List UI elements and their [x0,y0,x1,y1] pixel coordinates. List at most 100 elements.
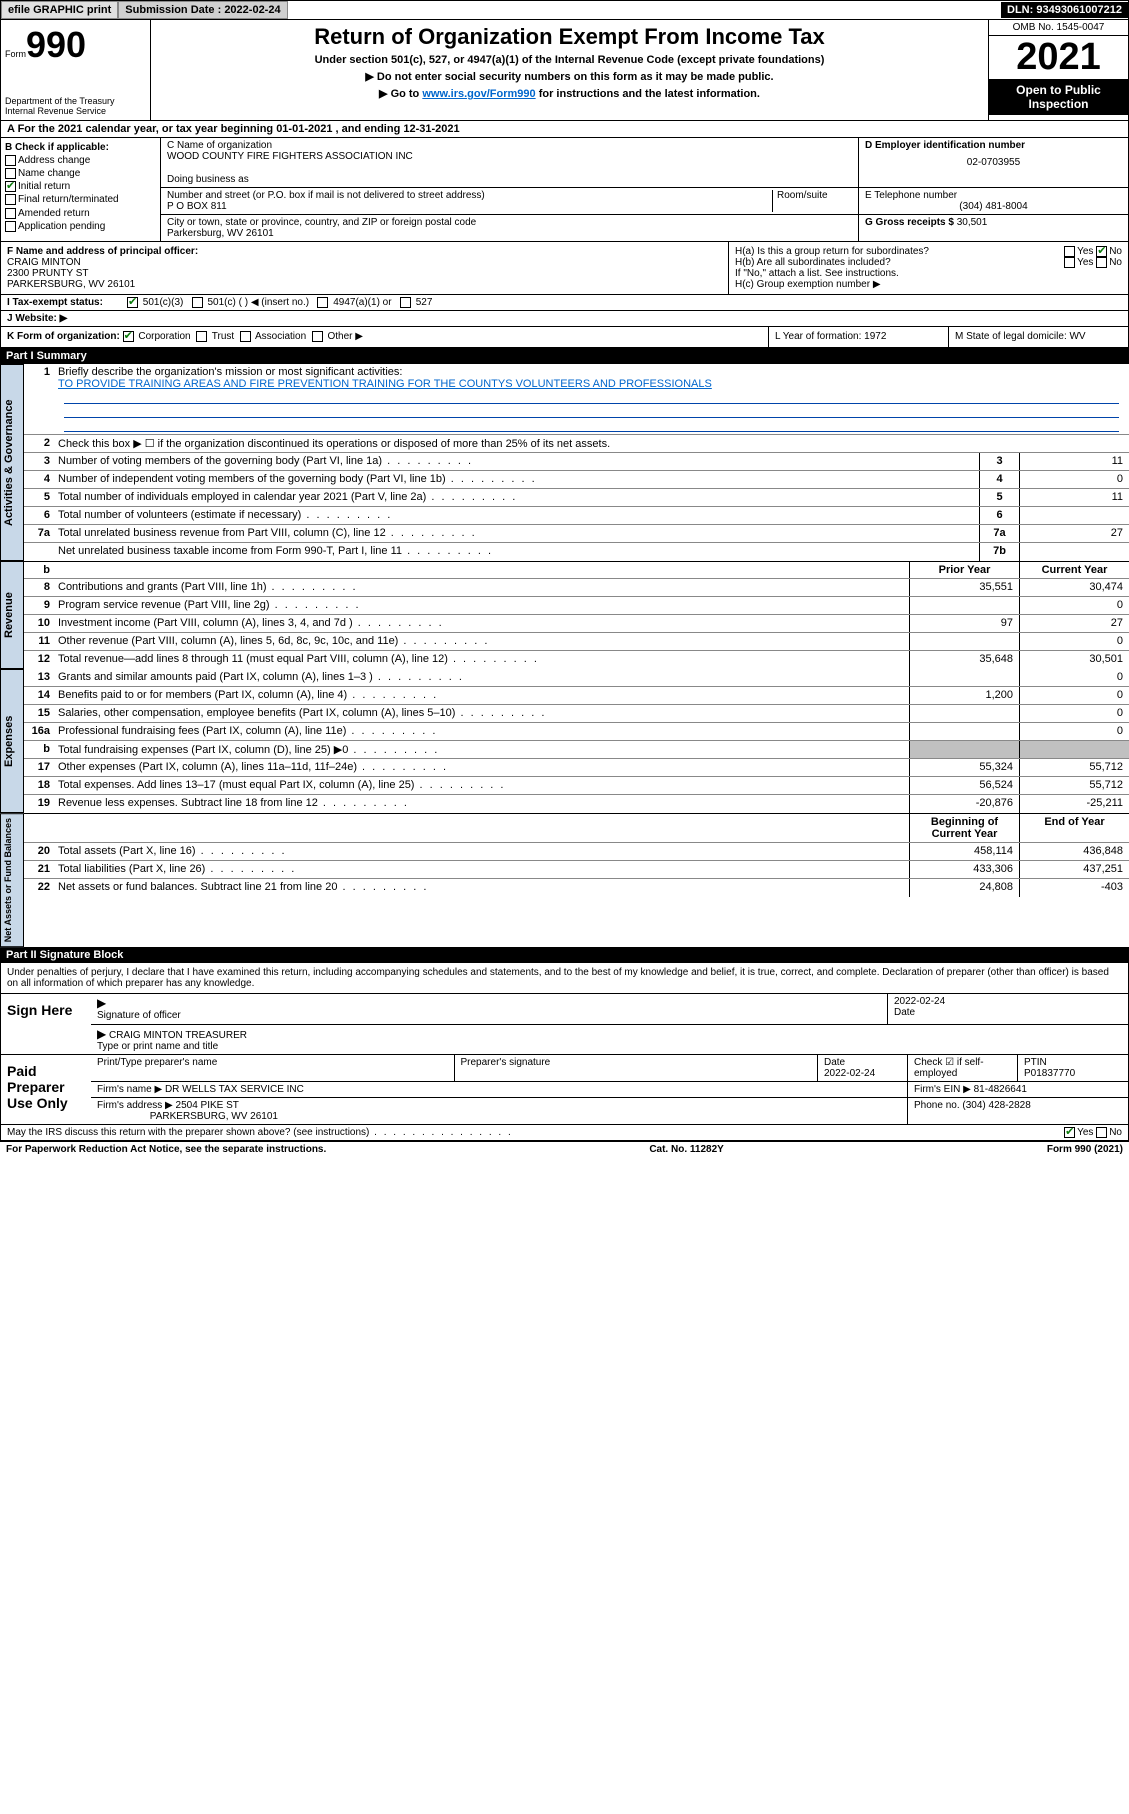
row-a-tax-year: A For the 2021 calendar year, or tax yea… [0,121,1129,138]
firm-name: DR WELLS TAX SERVICE INC [165,1084,304,1095]
sig-declaration: Under penalties of perjury, I declare th… [0,963,1129,994]
org-name-label: C Name of organization [167,140,852,151]
begin-year-header: Beginning of Current Year [909,814,1019,842]
irs-link[interactable]: www.irs.gov/Form990 [422,88,535,100]
city-cell: City or town, state or province, country… [161,215,858,241]
firm-ein: 81-4826641 [974,1084,1027,1095]
prior-year-header: Prior Year [909,562,1019,578]
sub3-pre: ▶ Go to [379,88,422,100]
form-org-label: K Form of organization: [7,332,120,343]
ptin-value: P01837770 [1024,1068,1075,1079]
sig-officer-label: Signature of officer [97,1010,181,1021]
hb-label: H(b) Are all subordinates included? [735,257,891,268]
inspection-label: Open to Public Inspection [989,79,1128,115]
group-return-cell: H(a) Is this a group return for subordin… [728,242,1128,294]
org-name-cell: C Name of organization WOOD COUNTY FIRE … [161,138,858,187]
q1-num: 1 [24,364,54,434]
chk-name-change[interactable]: Name change [5,168,156,179]
dept-label: Department of the Treasury [5,96,146,106]
prep-phone: (304) 428-2828 [962,1100,1030,1111]
efile-button[interactable]: efile GRAPHIC print [1,1,118,19]
sig-date: 2022-02-24 [894,996,945,1007]
row-i: I Tax-exempt status: 501(c)(3) 501(c) ( … [0,295,1129,311]
section-bcd: B Check if applicable: Address change Na… [0,138,1129,242]
sig-date-label: Date [894,1007,915,1018]
sum-row-3: 3 Number of voting members of the govern… [24,453,1129,471]
officer-street: 2300 PRUNTY ST [7,268,722,279]
col-b-header: B Check if applicable: [5,142,156,153]
gross-cell: G Gross receipts $ 30,501 [858,215,1128,241]
rev-blank-text [54,562,909,578]
tax-status-label: I Tax-exempt status: [7,297,127,308]
org-name: WOOD COUNTY FIRE FIGHTERS ASSOCIATION IN… [167,151,852,162]
firm-name-label: Firm's name ▶ [97,1084,162,1095]
sum-row-13: 13 Grants and similar amounts paid (Part… [24,669,1129,687]
ein-value: 02-0703955 [865,157,1122,168]
prep-self-emp: Check ☑ if self-employed [908,1055,1018,1081]
footer-right: Form 990 (2021) [1047,1144,1123,1155]
vert-label-expenses: Expenses [0,669,24,813]
sum-row-20: 20 Total assets (Part X, line 16) 458,11… [24,843,1129,861]
q2-text: Check this box ▶ ☐ if the organization d… [54,435,1129,452]
irs-label: Internal Revenue Service [5,106,146,116]
gross-value: 30,501 [957,217,988,228]
chk-address-change[interactable]: Address change [5,155,156,166]
section-fh: F Name and address of principal officer:… [0,242,1129,295]
phone-label: E Telephone number [865,190,1122,201]
vert-label-governance: Activities & Governance [0,364,24,561]
year-formation: L Year of formation: 1972 [768,327,948,346]
sign-here-block: Sign Here ▶Signature of officer 2022-02-… [0,994,1129,1055]
row-j: J Website: ▶ [0,311,1129,327]
chk-initial-return[interactable]: Initial return [5,181,156,192]
form-org-cell: K Form of organization: Corporation Trus… [1,327,768,346]
ein-cell: D Employer identification number 02-0703… [858,138,1128,187]
city-value: Parkersburg, WV 26101 [167,228,852,239]
sub3-post: for instructions and the latest informat… [536,88,760,100]
form-header: Form990 Department of the Treasury Inter… [0,20,1129,121]
website-label: J Website: ▶ [7,313,127,324]
col-cd: C Name of organization WOOD COUNTY FIRE … [161,138,1128,241]
may-irs-text: May the IRS discuss this return with the… [7,1127,513,1138]
footer-mid: Cat. No. 11282Y [649,1144,723,1155]
rev-blank-num: b [24,562,54,578]
officer-label: F Name and address of principal officer: [7,246,722,257]
sum-row-7a: 7a Total unrelated business revenue from… [24,525,1129,543]
sum-row-16a: 16a Professional fundraising fees (Part … [24,723,1129,741]
sum-row-9: 9 Program service revenue (Part VIII, li… [24,597,1129,615]
mission-text: TO PROVIDE TRAINING AREAS AND FIRE PREVE… [58,378,712,390]
omb-number: OMB No. 1545-0047 [989,20,1128,36]
paid-preparer-block: Paid Preparer Use Only Print/Type prepar… [0,1055,1129,1125]
tax-status-opts: 501(c)(3) 501(c) ( ) ◀ (insert no.) 4947… [127,297,432,308]
title-box: Return of Organization Exempt From Incom… [151,20,988,120]
dba-label: Doing business as [167,174,852,185]
room-label: Room/suite [772,190,852,212]
vert-label-netassets: Net Assets or Fund Balances [0,813,24,947]
tax-year: 2021 [989,36,1128,79]
sum-row-22: 22 Net assets or fund balances. Subtract… [24,879,1129,897]
prep-date: 2022-02-24 [824,1068,875,1079]
subtitle-1: Under section 501(c), 527, or 4947(a)(1)… [155,54,984,66]
officer-name: CRAIG MINTON [7,257,722,268]
current-year-header: Current Year [1019,562,1129,578]
sum-row-11: 11 Other revenue (Part VIII, column (A),… [24,633,1129,651]
form-prefix: Form [5,49,26,59]
chk-final-return[interactable]: Final return/terminated [5,194,156,205]
sig-name-label: Type or print name and title [97,1041,218,1052]
street-value: P O BOX 811 [167,201,772,212]
chk-application-pending[interactable]: Application pending [5,221,156,232]
form-title: Return of Organization Exempt From Incom… [155,24,984,50]
top-bar: efile GRAPHIC print Submission Date : 20… [0,0,1129,20]
officer-city: PARKERSBURG, WV 26101 [7,279,722,290]
sum-row-: Net unrelated business taxable income fr… [24,543,1129,561]
sum-row-14: 14 Benefits paid to or for members (Part… [24,687,1129,705]
chk-amended[interactable]: Amended return [5,208,156,219]
street-cell: Number and street (or P.O. box if mail i… [161,188,858,214]
prep-date-label: Date [824,1057,845,1068]
street-label: Number and street (or P.O. box if mail i… [167,190,772,201]
prep-phone-label: Phone no. [914,1100,960,1111]
firm-addr-label: Firm's address ▶ [97,1100,173,1111]
sum-row-6: 6 Total number of volunteers (estimate i… [24,507,1129,525]
submission-date: Submission Date : 2022-02-24 [118,1,287,19]
summary-netassets: Net Assets or Fund Balances Beginning of… [0,813,1129,947]
form-number-box: Form990 Department of the Treasury Inter… [1,20,151,120]
